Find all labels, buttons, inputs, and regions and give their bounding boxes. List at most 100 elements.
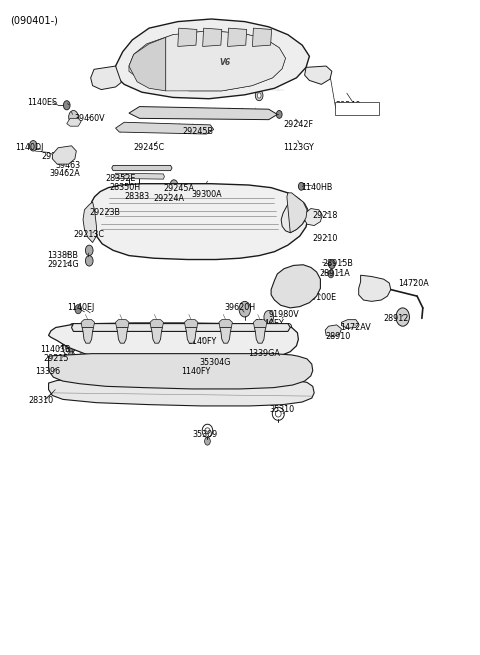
Text: 1339GA: 1339GA <box>249 349 280 358</box>
Circle shape <box>328 270 334 278</box>
Text: 35310: 35310 <box>270 405 295 415</box>
Text: 1338BB: 1338BB <box>48 251 79 260</box>
Text: 39463: 39463 <box>56 161 81 170</box>
Text: 29245A: 29245A <box>163 185 194 193</box>
Circle shape <box>201 348 210 362</box>
Circle shape <box>141 183 150 196</box>
Circle shape <box>250 388 257 398</box>
Circle shape <box>292 229 298 237</box>
Text: 1472AV: 1472AV <box>340 323 371 332</box>
Polygon shape <box>166 31 286 91</box>
Polygon shape <box>287 193 307 233</box>
Circle shape <box>63 388 71 398</box>
Polygon shape <box>341 320 359 328</box>
Polygon shape <box>129 37 166 91</box>
Text: 28352E: 28352E <box>105 174 135 183</box>
Polygon shape <box>325 325 341 337</box>
Text: 29214G: 29214G <box>48 260 79 269</box>
Circle shape <box>98 218 105 227</box>
Circle shape <box>143 187 148 193</box>
Text: 28911A: 28911A <box>319 269 350 278</box>
Text: 29223B: 29223B <box>89 208 120 217</box>
Text: 13396: 13396 <box>35 367 60 377</box>
Polygon shape <box>116 320 129 328</box>
Polygon shape <box>48 379 314 406</box>
Circle shape <box>85 245 93 255</box>
Text: 35304G: 35304G <box>199 358 231 367</box>
Text: 39300A: 39300A <box>191 190 222 198</box>
Text: 28350H: 28350H <box>110 183 141 192</box>
Polygon shape <box>81 320 95 328</box>
Text: 29242F: 29242F <box>283 121 313 130</box>
Circle shape <box>396 308 409 326</box>
Text: 39462A: 39462A <box>49 170 80 178</box>
Text: 1140DJ: 1140DJ <box>15 143 43 152</box>
Text: V6: V6 <box>219 58 230 67</box>
Polygon shape <box>48 323 299 365</box>
Text: 29245B: 29245B <box>182 127 214 136</box>
Circle shape <box>295 217 300 225</box>
Circle shape <box>204 438 210 445</box>
Circle shape <box>294 206 300 214</box>
Circle shape <box>68 352 75 361</box>
Text: 14720A: 14720A <box>398 278 429 288</box>
Text: 1140FY: 1140FY <box>181 367 211 377</box>
Text: 29215: 29215 <box>44 354 69 364</box>
Circle shape <box>264 310 274 324</box>
Polygon shape <box>115 19 310 99</box>
Polygon shape <box>254 328 266 343</box>
Polygon shape <box>150 320 163 328</box>
Circle shape <box>299 182 304 190</box>
Polygon shape <box>92 183 308 259</box>
Polygon shape <box>67 119 81 126</box>
Polygon shape <box>129 31 286 91</box>
Text: 1140EY: 1140EY <box>254 319 284 328</box>
Polygon shape <box>129 107 277 120</box>
Circle shape <box>29 141 37 151</box>
Circle shape <box>68 342 75 352</box>
Polygon shape <box>115 174 164 179</box>
Circle shape <box>212 388 220 398</box>
Circle shape <box>257 93 261 98</box>
Text: 39460V: 39460V <box>75 114 106 123</box>
Text: 29218: 29218 <box>313 210 338 219</box>
Polygon shape <box>112 166 172 171</box>
Text: 11403B: 11403B <box>40 345 71 354</box>
Circle shape <box>175 388 182 398</box>
Text: 28310: 28310 <box>28 396 54 405</box>
Polygon shape <box>178 28 197 47</box>
Text: 35309: 35309 <box>192 430 217 440</box>
Polygon shape <box>72 324 290 331</box>
Text: 28915B: 28915B <box>323 259 353 268</box>
Polygon shape <box>83 202 96 242</box>
Polygon shape <box>91 66 121 90</box>
Circle shape <box>75 305 82 314</box>
Polygon shape <box>117 328 128 343</box>
Polygon shape <box>271 265 321 308</box>
Text: 29240: 29240 <box>336 101 361 110</box>
Text: 29210: 29210 <box>313 234 338 243</box>
Text: 91980V: 91980V <box>269 310 300 319</box>
Text: 39620H: 39620H <box>225 303 256 312</box>
Circle shape <box>138 388 145 398</box>
Circle shape <box>239 301 251 317</box>
Circle shape <box>276 111 282 119</box>
Circle shape <box>97 205 104 214</box>
Circle shape <box>255 90 263 101</box>
Circle shape <box>85 255 93 266</box>
Text: 29213C: 29213C <box>73 230 105 239</box>
Text: 1140HB: 1140HB <box>301 183 333 192</box>
Polygon shape <box>48 354 313 389</box>
Circle shape <box>64 362 73 374</box>
Polygon shape <box>228 28 247 47</box>
Circle shape <box>92 225 99 234</box>
Text: 29216F: 29216F <box>41 152 71 160</box>
Polygon shape <box>305 66 332 84</box>
Circle shape <box>259 322 267 333</box>
Polygon shape <box>52 146 76 164</box>
Text: 29245C: 29245C <box>134 143 165 151</box>
Circle shape <box>99 231 106 240</box>
Polygon shape <box>359 275 391 301</box>
Circle shape <box>170 179 178 190</box>
Polygon shape <box>82 328 94 343</box>
